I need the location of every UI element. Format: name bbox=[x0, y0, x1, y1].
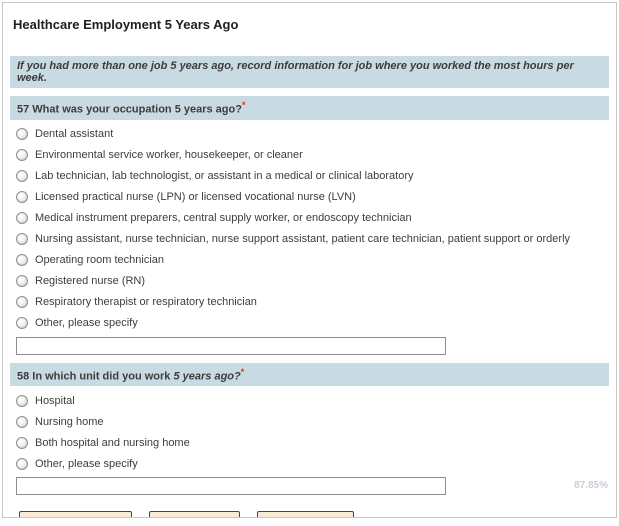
required-asterisk: * bbox=[241, 100, 246, 110]
radio-option-other-q58[interactable]: Other, please specify bbox=[3, 453, 616, 474]
radio-button-icon[interactable] bbox=[16, 317, 28, 330]
option-label: Medical instrument preparers, central su… bbox=[35, 212, 412, 225]
other-specify-input-q57[interactable] bbox=[16, 336, 446, 355]
radio-button-icon[interactable] bbox=[16, 128, 28, 141]
radio-button-icon[interactable] bbox=[16, 275, 28, 288]
option-label: Nursing assistant, nurse technician, nur… bbox=[35, 233, 571, 246]
option-label: Hospital bbox=[35, 394, 75, 407]
question-57-header: 57 What was your occupation 5 years ago?… bbox=[10, 96, 609, 120]
radio-option-lab-technician[interactable]: Lab technician, lab technologist, or ass… bbox=[3, 166, 616, 187]
radio-button-icon[interactable] bbox=[16, 415, 28, 428]
radio-option-nursing-home[interactable]: Nursing home bbox=[3, 411, 616, 432]
question-58-header: 58 In which unit did you work 5 years ag… bbox=[10, 362, 609, 387]
radio-button-icon[interactable] bbox=[16, 212, 28, 225]
radio-option-hospital[interactable]: Hospital bbox=[3, 390, 616, 411]
option-label: Other, please specify bbox=[35, 457, 138, 470]
option-label: Respiratory therapist or respiratory tec… bbox=[35, 296, 257, 309]
option-label: Lab technician, lab technologist, or ass… bbox=[35, 170, 414, 183]
option-label: Registered nurse (RN) bbox=[35, 275, 146, 288]
radio-option-environmental-service[interactable]: Environmental service worker, housekeepe… bbox=[3, 145, 616, 166]
question-58-options: Hospital Nursing home Both hospital and … bbox=[3, 390, 616, 474]
option-label: Nursing home bbox=[35, 415, 104, 428]
option-label: Other, please specify bbox=[35, 317, 138, 330]
page-title: Healthcare Employment 5 Years Ago bbox=[13, 17, 239, 32]
option-label: Environmental service worker, housekeepe… bbox=[35, 149, 303, 162]
radio-button-icon[interactable] bbox=[16, 394, 28, 407]
radio-button-icon[interactable] bbox=[16, 170, 28, 183]
progress-percentage: 87.85% bbox=[574, 480, 608, 491]
radio-option-licensed-practical-nurse[interactable]: Licensed practical nurse (LPN) or licens… bbox=[3, 187, 616, 208]
radio-button-icon[interactable] bbox=[16, 296, 28, 309]
radio-button-icon[interactable] bbox=[16, 436, 28, 449]
instruction-banner: If you had more than one job 5 years ago… bbox=[10, 56, 609, 88]
instruction-text: If you had more than one job 5 years ago… bbox=[17, 60, 574, 84]
other-specify-input-q58[interactable] bbox=[16, 477, 446, 496]
radio-option-operating-room-technician[interactable]: Operating room technician bbox=[3, 250, 616, 271]
required-asterisk: * bbox=[240, 366, 245, 377]
radio-option-registered-nurse[interactable]: Registered nurse (RN) bbox=[3, 271, 616, 292]
question-57-options: Dental assistant Environmental service w… bbox=[3, 124, 616, 334]
radio-option-medical-instrument-preparers[interactable]: Medical instrument preparers, central su… bbox=[3, 208, 616, 229]
option-label: Licensed practical nurse (LPN) or licens… bbox=[35, 191, 356, 204]
radio-button-icon[interactable] bbox=[16, 254, 28, 267]
question-57-label: 57 What was your occupation 5 years ago? bbox=[17, 103, 242, 116]
radio-button-icon[interactable] bbox=[16, 191, 28, 204]
radio-button-icon[interactable] bbox=[16, 233, 28, 246]
next-page-button[interactable]: Next page >> bbox=[149, 511, 240, 517]
radio-button-icon[interactable] bbox=[16, 149, 28, 162]
question-58-label-prefix: 58 In which unit did you work bbox=[17, 370, 174, 383]
radio-option-dental-assistant[interactable]: Dental assistant bbox=[3, 124, 616, 145]
survey-page: Healthcare Employment 5 Years Ago If you… bbox=[2, 2, 617, 518]
radio-option-other-q57[interactable]: Other, please specify bbox=[3, 313, 616, 334]
option-label: Dental assistant bbox=[35, 128, 114, 141]
radio-option-both-hospital-nursing-home[interactable]: Both hospital and nursing home bbox=[3, 432, 616, 453]
radio-option-nursing-assistant[interactable]: Nursing assistant, nurse technician, nur… bbox=[3, 229, 616, 250]
question-58-label-italic: 5 years ago? bbox=[173, 370, 241, 383]
option-label: Operating room technician bbox=[35, 254, 165, 267]
previous-page-button[interactable]: << Previous page bbox=[19, 511, 133, 517]
footer-nav: << Previous page Next page >> Save progr… bbox=[19, 511, 616, 517]
radio-option-respiratory-therapist[interactable]: Respiratory therapist or respiratory tec… bbox=[3, 292, 616, 313]
save-progress-button[interactable]: Save progress bbox=[256, 511, 355, 517]
option-label: Both hospital and nursing home bbox=[35, 436, 190, 449]
radio-button-icon[interactable] bbox=[16, 457, 28, 470]
